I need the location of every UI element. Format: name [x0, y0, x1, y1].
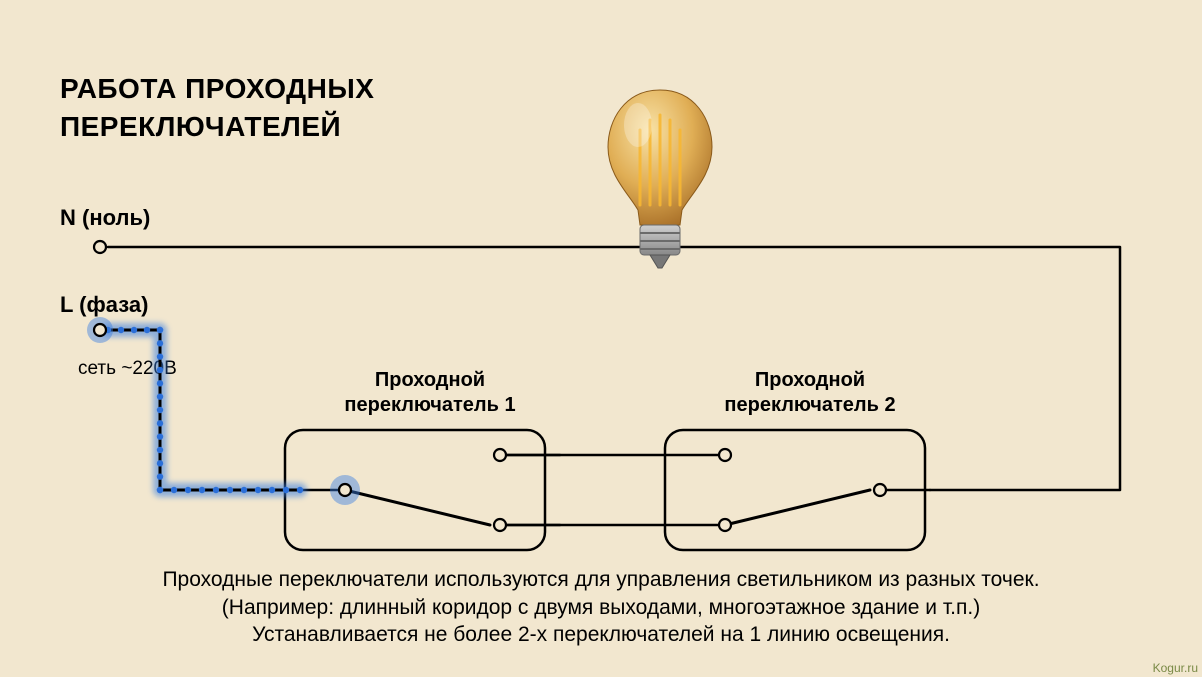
label-mains-voltage: сеть ~220В	[78, 358, 177, 380]
switch-2-label: Проходнойпереключатель 2	[700, 368, 920, 418]
diagram-title: РАБОТА ПРОХОДНЫХПЕРЕКЛЮЧАТЕЛЕЙ	[60, 70, 374, 146]
label-l-phase: L (фаза)	[60, 292, 148, 318]
label-n-neutral: N (ноль)	[60, 205, 150, 231]
watermark-text: Kogur.ru	[1153, 661, 1198, 675]
light-bulb-icon	[600, 85, 720, 270]
switch-1-label: Проходнойпереключатель 1	[320, 368, 540, 418]
diagram-caption: Проходные переключатели используются для…	[0, 566, 1202, 649]
